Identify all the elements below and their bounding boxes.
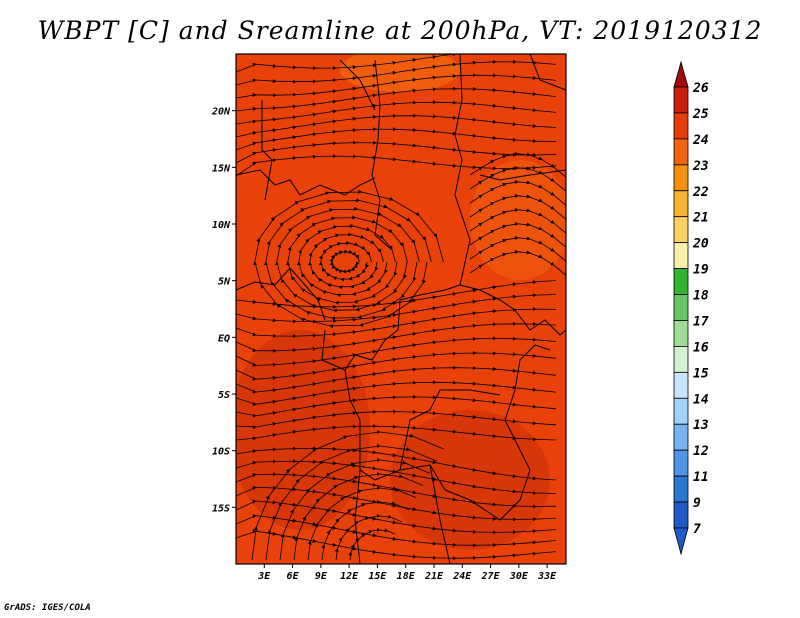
streamline	[236, 127, 557, 151]
lon-tick-label: 6E	[287, 571, 300, 582]
lon-tick-label: 18E	[397, 571, 416, 582]
colorbar-swatch	[673, 164, 689, 192]
colorbar-label: 22	[692, 185, 709, 200]
lon-axis: 3E 6E 9E 12E 15E 18E 21E 24E 27E 30E 33E	[257, 564, 557, 582]
plot-frame	[235, 53, 567, 565]
colorbar-swatch	[673, 268, 689, 295]
colorbar-label: 20	[692, 237, 709, 252]
lon-tick-label: 3E	[257, 571, 271, 582]
colorbar-label: 25	[692, 107, 709, 122]
grads-credit: GrADS: IGES/COLA	[4, 603, 91, 613]
lon-tick-label: 24E	[452, 571, 472, 582]
colorbar-bottom-arrow	[673, 527, 689, 556]
colorbar-label: 16	[693, 340, 709, 355]
streamline	[469, 249, 566, 276]
lat-axis: 20N 15N 10N 5N EQ 5S 10S 15S	[211, 107, 236, 514]
lat-tick-label: 10S	[212, 447, 230, 458]
lat-tick-label: 5N	[218, 277, 231, 288]
lat-tick-label: 15N	[212, 163, 231, 174]
colorbar-label: 15	[693, 366, 709, 381]
figure-title: WBPT [C] and Sreamline at 200hPa, VT: 20…	[37, 16, 763, 45]
colorbar-label: 11	[693, 470, 709, 485]
streamline	[469, 207, 566, 234]
colorbar-label: 13	[693, 418, 709, 433]
colorbar-label: 19	[693, 263, 709, 278]
streamline	[469, 151, 566, 178]
colorbar: 26 25 24 23 22 21 20 19 18 17 16 15 14 13 12 11 9 7	[673, 60, 709, 556]
lon-tick-label: 27E	[481, 571, 501, 582]
colorbar-swatch	[673, 294, 689, 321]
colorbar-swatch	[673, 86, 689, 114]
lon-tick-label: 9E	[315, 571, 328, 582]
colorbar-swatch	[673, 216, 689, 244]
lat-tick-label: EQ	[218, 333, 230, 344]
colorbar-label: 24	[692, 133, 709, 148]
streamline	[469, 179, 566, 206]
streamline	[469, 235, 566, 262]
streamline	[236, 409, 557, 430]
colorbar-label: 9	[693, 496, 701, 511]
streamline	[251, 430, 445, 561]
colorbar-label: 17	[693, 314, 709, 329]
colorbar-swatch	[673, 112, 689, 140]
colorbar-top-arrow	[673, 60, 689, 88]
lon-tick-label: 30E	[509, 571, 529, 582]
streamlines	[236, 54, 566, 561]
colorbar-swatch	[673, 138, 689, 166]
colorbar-swatch	[673, 320, 689, 347]
lat-tick-label: 20N	[211, 107, 231, 118]
colorbar-swatch	[673, 371, 689, 399]
colorbar-swatch	[673, 397, 689, 425]
streamline	[469, 165, 566, 192]
lon-tick-label: 33E	[537, 571, 557, 582]
lon-tick-label: 12E	[340, 571, 359, 582]
streamline	[469, 221, 566, 248]
colorbar-label: 14	[693, 392, 709, 407]
lat-tick-label: 5S	[218, 390, 230, 401]
colorbar-swatch	[673, 423, 689, 451]
colorbar-label: 18	[693, 289, 709, 304]
colorbar-label: 26	[692, 81, 709, 96]
colorbar-swatch	[673, 190, 689, 218]
lat-tick-label: 15S	[212, 503, 230, 514]
colorbar-swatch	[673, 501, 689, 529]
colorbar-label: 23	[692, 159, 709, 174]
lat-tick-label: 10N	[212, 220, 231, 231]
lon-tick-label: 21E	[424, 571, 444, 582]
colorbar-swatch	[673, 346, 689, 373]
colorbar-swatch	[673, 449, 689, 477]
colorbar-label: 12	[693, 444, 709, 459]
colorbar-swatch	[673, 475, 689, 503]
colorbar-swatch	[673, 242, 689, 269]
colorbar-label: 21	[692, 211, 709, 226]
streamline	[469, 193, 566, 220]
lon-tick-label: 15E	[368, 571, 387, 582]
colorbar-label: 7	[693, 522, 701, 537]
